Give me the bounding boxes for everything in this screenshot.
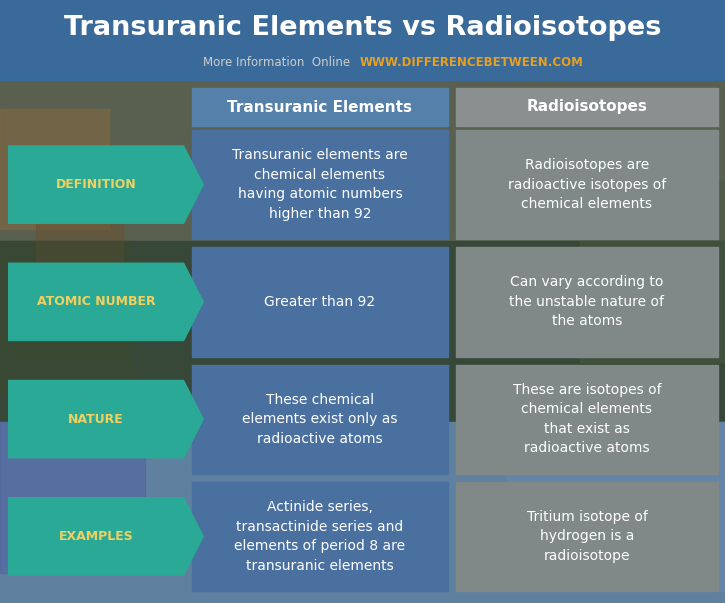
Text: Can vary according to
the unstable nature of
the atoms: Can vary according to the unstable natur… <box>510 276 665 329</box>
Bar <box>456 364 718 474</box>
Text: WWW.DIFFERENCEBETWEEN.COM: WWW.DIFFERENCEBETWEEN.COM <box>360 55 584 69</box>
Text: Transuranic Elements: Transuranic Elements <box>228 99 413 115</box>
Bar <box>0 0 725 271</box>
Text: More Information  Online: More Information Online <box>203 55 357 69</box>
Text: Tritium isotope of
hydrogen is a
radioisotope: Tritium isotope of hydrogen is a radiois… <box>526 510 647 563</box>
Bar <box>192 130 448 239</box>
Polygon shape <box>8 145 204 224</box>
Bar <box>192 364 448 474</box>
Bar <box>192 482 448 591</box>
Bar <box>456 130 718 239</box>
Polygon shape <box>8 262 204 341</box>
Bar <box>507 422 725 591</box>
Bar <box>0 0 725 80</box>
Bar <box>192 88 448 126</box>
Text: Greater than 92: Greater than 92 <box>265 295 376 309</box>
Text: These chemical
elements exist only as
radioactive atoms: These chemical elements exist only as ra… <box>242 393 398 446</box>
Text: Transuranic elements are
chemical elements
having atomic numbers
higher than 92: Transuranic elements are chemical elemen… <box>232 148 408 221</box>
Bar <box>580 181 725 362</box>
Polygon shape <box>8 497 204 576</box>
Text: Transuranic Elements vs Radioisotopes: Transuranic Elements vs Radioisotopes <box>64 15 661 41</box>
Bar <box>0 422 725 603</box>
Text: Radioisotopes are
radioactive isotopes of
chemical elements: Radioisotopes are radioactive isotopes o… <box>508 158 666 211</box>
Bar <box>0 241 725 422</box>
Bar <box>0 241 130 392</box>
Text: ATOMIC NUMBER: ATOMIC NUMBER <box>37 295 155 308</box>
Text: Radioisotopes: Radioisotopes <box>526 99 647 115</box>
Text: DEFINITION: DEFINITION <box>56 178 136 191</box>
Text: Actinide series,
transactinide series and
elements of period 8 are
transuranic e: Actinide series, transactinide series an… <box>234 500 405 573</box>
Bar <box>456 247 718 356</box>
Text: NATURE: NATURE <box>68 412 124 426</box>
Polygon shape <box>8 380 204 458</box>
Bar <box>36 181 123 271</box>
Text: EXAMPLES: EXAMPLES <box>59 530 133 543</box>
Bar <box>0 109 109 229</box>
Bar <box>456 88 718 126</box>
Bar <box>456 482 718 591</box>
Bar <box>192 247 448 356</box>
Text: These are isotopes of
chemical elements
that exist as
radioactive atoms: These are isotopes of chemical elements … <box>513 383 661 455</box>
Bar <box>0 422 145 573</box>
